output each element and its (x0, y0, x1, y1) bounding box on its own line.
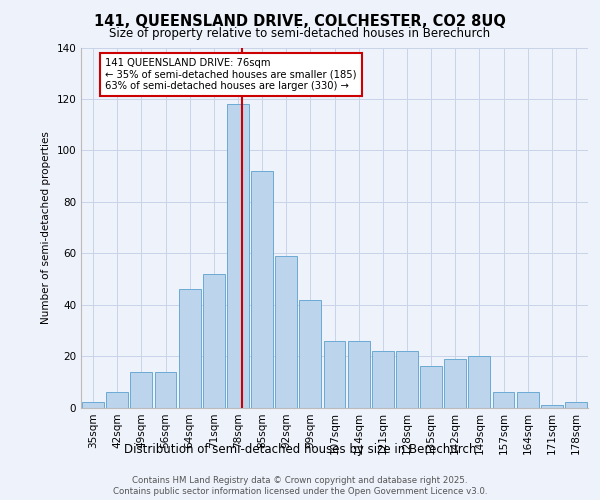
Bar (396, 351, 418, 408)
Bar (130, 372, 152, 408)
Bar (420, 366, 442, 408)
Bar (541, 405, 563, 407)
Text: Contains public sector information licensed under the Open Government Licence v3: Contains public sector information licen… (113, 487, 487, 496)
Text: Distribution of semi-detached houses by size in Berechurch: Distribution of semi-detached houses by … (124, 442, 476, 456)
Bar (82, 402, 104, 407)
Bar (493, 392, 514, 407)
Bar (227, 104, 249, 408)
Text: 141 QUEENSLAND DRIVE: 76sqm
← 35% of semi-detached houses are smaller (185)
63% : 141 QUEENSLAND DRIVE: 76sqm ← 35% of sem… (105, 58, 356, 91)
Bar (299, 300, 321, 408)
Bar (251, 171, 273, 408)
Text: Contains HM Land Registry data © Crown copyright and database right 2025.: Contains HM Land Registry data © Crown c… (132, 476, 468, 485)
Text: Size of property relative to semi-detached houses in Berechurch: Size of property relative to semi-detach… (109, 28, 491, 40)
Bar (179, 289, 200, 408)
Bar (445, 358, 466, 408)
Text: 141, QUEENSLAND DRIVE, COLCHESTER, CO2 8UQ: 141, QUEENSLAND DRIVE, COLCHESTER, CO2 8… (94, 14, 506, 29)
Bar (372, 351, 394, 408)
Y-axis label: Number of semi-detached properties: Number of semi-detached properties (41, 131, 51, 324)
Bar (106, 392, 128, 407)
Bar (275, 256, 297, 408)
Bar (469, 356, 490, 408)
Bar (323, 340, 346, 407)
Bar (348, 340, 370, 407)
Bar (203, 274, 224, 407)
Bar (155, 372, 176, 408)
Bar (517, 392, 539, 407)
Bar (565, 402, 587, 407)
